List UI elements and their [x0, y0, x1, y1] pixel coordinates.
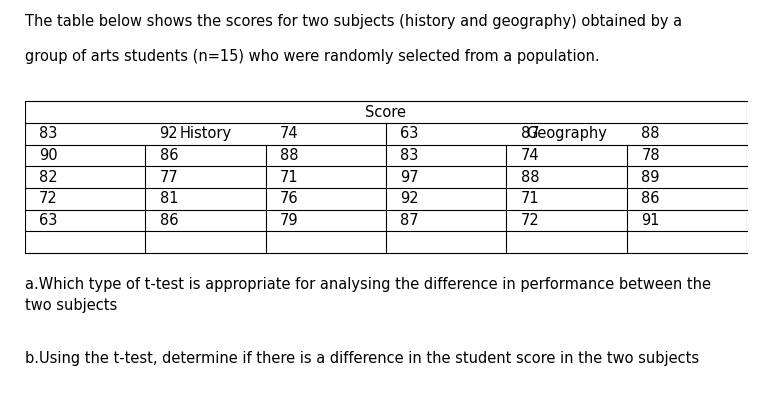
Text: 74: 74: [280, 127, 299, 141]
Text: 88: 88: [280, 148, 299, 163]
Text: Geography: Geography: [527, 127, 607, 141]
Text: Score: Score: [365, 105, 407, 120]
Text: 88: 88: [521, 170, 540, 185]
Text: The table below shows the scores for two subjects (history and geography) obtain: The table below shows the scores for two…: [25, 14, 682, 29]
Text: 71: 71: [521, 191, 540, 206]
Text: 90: 90: [39, 148, 58, 163]
Text: 71: 71: [280, 170, 299, 185]
Text: 81: 81: [160, 191, 178, 206]
Text: 78: 78: [642, 148, 660, 163]
Text: 89: 89: [642, 170, 660, 185]
Text: 87: 87: [521, 127, 540, 141]
Text: 92: 92: [160, 127, 178, 141]
Text: 63: 63: [39, 213, 58, 228]
Text: 97: 97: [401, 170, 419, 185]
Text: 87: 87: [401, 213, 419, 228]
Text: 72: 72: [521, 213, 540, 228]
Text: 77: 77: [160, 170, 178, 185]
Text: 74: 74: [521, 148, 540, 163]
Text: group of arts students (n=15) who were randomly selected from a population.: group of arts students (n=15) who were r…: [25, 49, 599, 64]
Text: 88: 88: [642, 127, 660, 141]
Text: a.Which type of t-test is appropriate for analysing the difference in performanc: a.Which type of t-test is appropriate fo…: [25, 277, 711, 313]
Text: 82: 82: [39, 170, 58, 185]
Text: b.Using the t-test, determine if there is a difference in the student score in t: b.Using the t-test, determine if there i…: [25, 351, 699, 366]
Text: 92: 92: [401, 191, 419, 206]
Text: 86: 86: [160, 213, 178, 228]
Text: History: History: [179, 127, 232, 141]
Text: 79: 79: [280, 213, 299, 228]
Text: 86: 86: [642, 191, 660, 206]
Text: 72: 72: [39, 191, 58, 206]
Text: 83: 83: [39, 127, 58, 141]
Text: 91: 91: [642, 213, 660, 228]
Text: 83: 83: [401, 148, 419, 163]
Text: 63: 63: [401, 127, 419, 141]
Text: 86: 86: [160, 148, 178, 163]
Text: 76: 76: [280, 191, 299, 206]
